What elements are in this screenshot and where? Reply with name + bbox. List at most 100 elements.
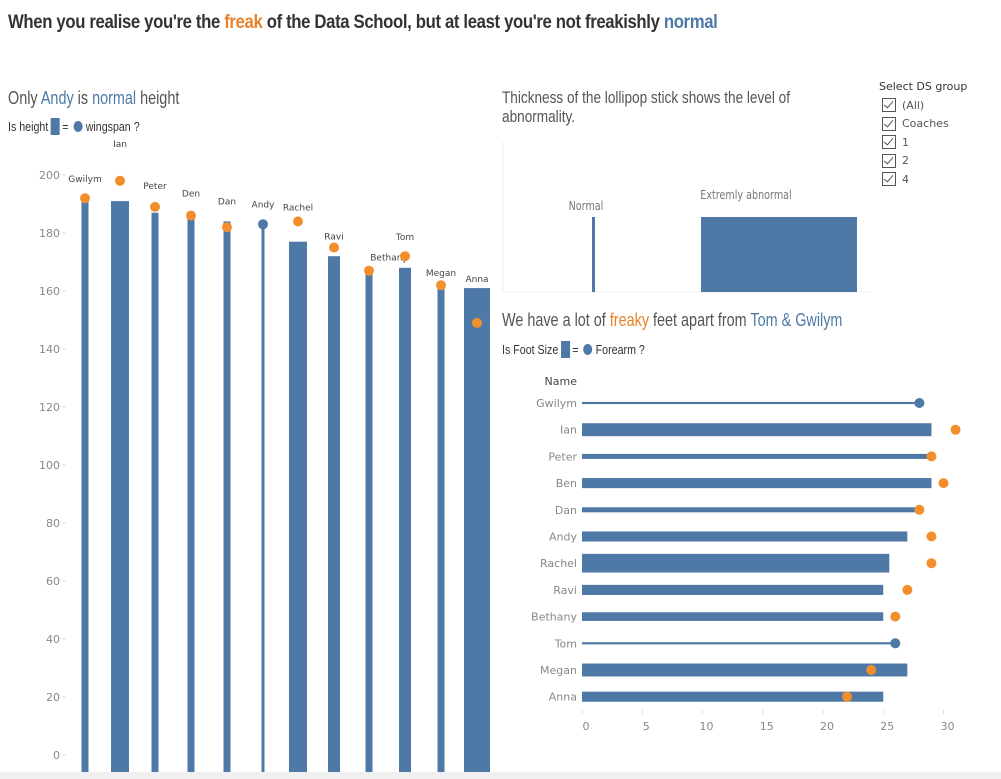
checkbox[interactable] xyxy=(882,98,896,113)
wingspan-dot xyxy=(400,251,410,262)
foot-bar xyxy=(582,507,920,513)
name-label: Bethany xyxy=(370,254,408,264)
x-tick-label: 20 xyxy=(820,720,834,733)
y-tick-label: 140 xyxy=(39,343,60,356)
height-bar xyxy=(437,288,445,772)
height-bar xyxy=(111,201,129,772)
forearm-dot xyxy=(926,531,937,542)
wingspan-dot xyxy=(329,242,339,253)
name-label: Rachel xyxy=(283,203,313,213)
height-bar xyxy=(328,256,340,772)
name-label: Andy xyxy=(252,200,276,210)
y-tick-label: 100 xyxy=(39,459,60,472)
x-tick-label: 0 xyxy=(583,720,590,733)
title-line-2: abnormality. xyxy=(502,107,576,126)
foot-bar xyxy=(582,663,908,677)
legend-forearm-label: Forearm ? xyxy=(595,342,645,357)
height-chart-title: Only Andy is normal height xyxy=(8,88,179,109)
forearm-dot xyxy=(890,638,901,649)
height-bar xyxy=(399,267,411,772)
filter-option-label: Coaches xyxy=(902,117,949,131)
forearm-dot xyxy=(914,398,925,408)
x-tick-label: 30 xyxy=(941,720,955,733)
height-legend: Is height = wingspan ? xyxy=(8,118,140,135)
filter-option-label: (All) xyxy=(902,98,925,112)
legend-equals: = xyxy=(62,119,69,134)
height-bar xyxy=(151,212,159,772)
row-label: Ravi xyxy=(553,584,577,597)
checkbox[interactable] xyxy=(882,153,896,168)
height-bar xyxy=(365,270,373,772)
foot-legend: Is Foot Size = Forearm ? xyxy=(502,341,645,358)
wingspan-dot xyxy=(222,222,232,233)
text: We have a lot of xyxy=(502,310,610,330)
foot-forearm-chart: Name Gwilym Ian Peter Ben Dan Andy Rachel Ravi Be… xyxy=(531,375,961,733)
name-label: Den xyxy=(182,190,200,200)
name-label: Tom xyxy=(395,233,414,243)
height-wingspan-chart: 0 20 40 60 80 100 120 140 160 180 200 Gwilym Ian Pete… xyxy=(39,140,490,772)
bottom-bar xyxy=(0,772,1001,779)
text: height xyxy=(136,88,180,108)
y-tick-label: 0 xyxy=(53,749,60,762)
dashboard-title: When you realise you're the freak of the… xyxy=(8,12,718,34)
foot-bar xyxy=(582,553,890,573)
height-bar xyxy=(464,288,490,772)
foot-bar xyxy=(582,584,884,595)
name-label: Ian xyxy=(113,140,127,150)
name-label: Megan xyxy=(426,269,456,279)
name-label: Ravi xyxy=(324,233,343,243)
row-label: Peter xyxy=(548,450,577,463)
checkbox[interactable] xyxy=(882,135,896,150)
y-tick-label: 40 xyxy=(46,633,60,646)
title-text: When you realise you're the xyxy=(8,12,225,33)
checkbox[interactable] xyxy=(882,116,896,131)
wingspan-dot xyxy=(80,193,90,204)
x-tick-label: 5 xyxy=(643,720,650,733)
foot-bar xyxy=(582,612,884,621)
wingspan-dot xyxy=(115,175,125,186)
abnormal-label: Extremly abnormal xyxy=(700,188,791,202)
forearm-dot xyxy=(890,611,901,622)
wingspan-dot xyxy=(293,216,303,227)
ds-group-filter: Select DS group (All) Coaches 1 2 4 xyxy=(879,80,967,189)
text: feet apart from xyxy=(649,310,751,330)
wingspan-dot xyxy=(186,210,196,221)
forearm-dot xyxy=(926,558,937,569)
normal-stick xyxy=(592,217,595,292)
bar-legend-icon xyxy=(560,341,570,358)
filter-title: Select DS group xyxy=(879,80,968,93)
y-tick-label: 80 xyxy=(46,517,60,530)
legend-wingspan-label: wingspan ? xyxy=(85,119,140,134)
bar-legend-icon xyxy=(50,118,60,135)
height-bar xyxy=(81,198,89,772)
row-label: Rachel xyxy=(540,557,577,570)
forearm-dot xyxy=(842,691,853,702)
x-tick-label: 25 xyxy=(880,720,894,733)
wingspan-dot xyxy=(472,317,482,328)
filter-option[interactable]: Coaches xyxy=(879,115,967,134)
text: Only xyxy=(8,88,41,108)
row-label: Tom xyxy=(554,637,577,650)
row-label: Bethany xyxy=(531,611,577,624)
wingspan-dot xyxy=(150,201,160,212)
forearm-dot xyxy=(866,665,877,675)
foot-bar xyxy=(582,691,884,702)
name-label: Gwilym xyxy=(68,175,101,185)
height-bar xyxy=(289,241,307,772)
row-label: Megan xyxy=(540,664,577,677)
y-tick-label: 200 xyxy=(39,169,60,182)
filter-option-label: 2 xyxy=(902,154,909,168)
y-tick-label: 60 xyxy=(46,575,60,588)
filter-option[interactable]: 2 xyxy=(879,152,967,171)
filter-option[interactable]: 1 xyxy=(879,133,967,152)
wingspan-dot xyxy=(258,219,268,230)
height-bar xyxy=(187,218,195,772)
filter-option[interactable]: (All) xyxy=(879,96,967,115)
foot-bar xyxy=(582,453,928,459)
abnormality-legend-title: Thickness of the lollipop stick shows th… xyxy=(502,88,790,126)
x-tick-label: 15 xyxy=(760,720,774,733)
abnormality-legend-chart: Normal Extremly abnormal xyxy=(502,142,872,293)
abnormal-stick xyxy=(701,217,857,292)
checkbox[interactable] xyxy=(882,172,896,187)
filter-option[interactable]: 4 xyxy=(879,170,967,189)
